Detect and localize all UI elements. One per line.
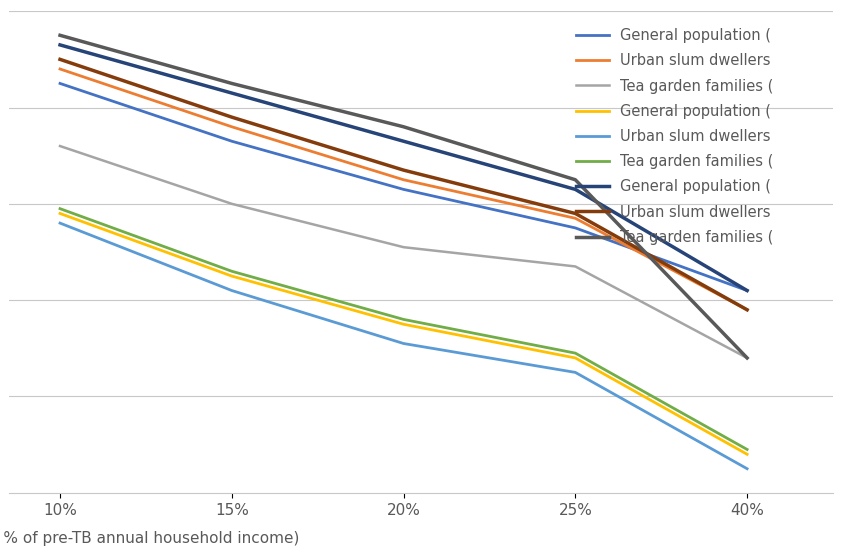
- Legend: General population (, Urban slum dwellers, Tea garden families (, General popula: General population (, Urban slum dweller…: [576, 28, 774, 245]
- X-axis label: catastrophe thresolds (treatment cost as % of pre-TB annual household income): catastrophe thresolds (treatment cost as…: [0, 531, 299, 547]
